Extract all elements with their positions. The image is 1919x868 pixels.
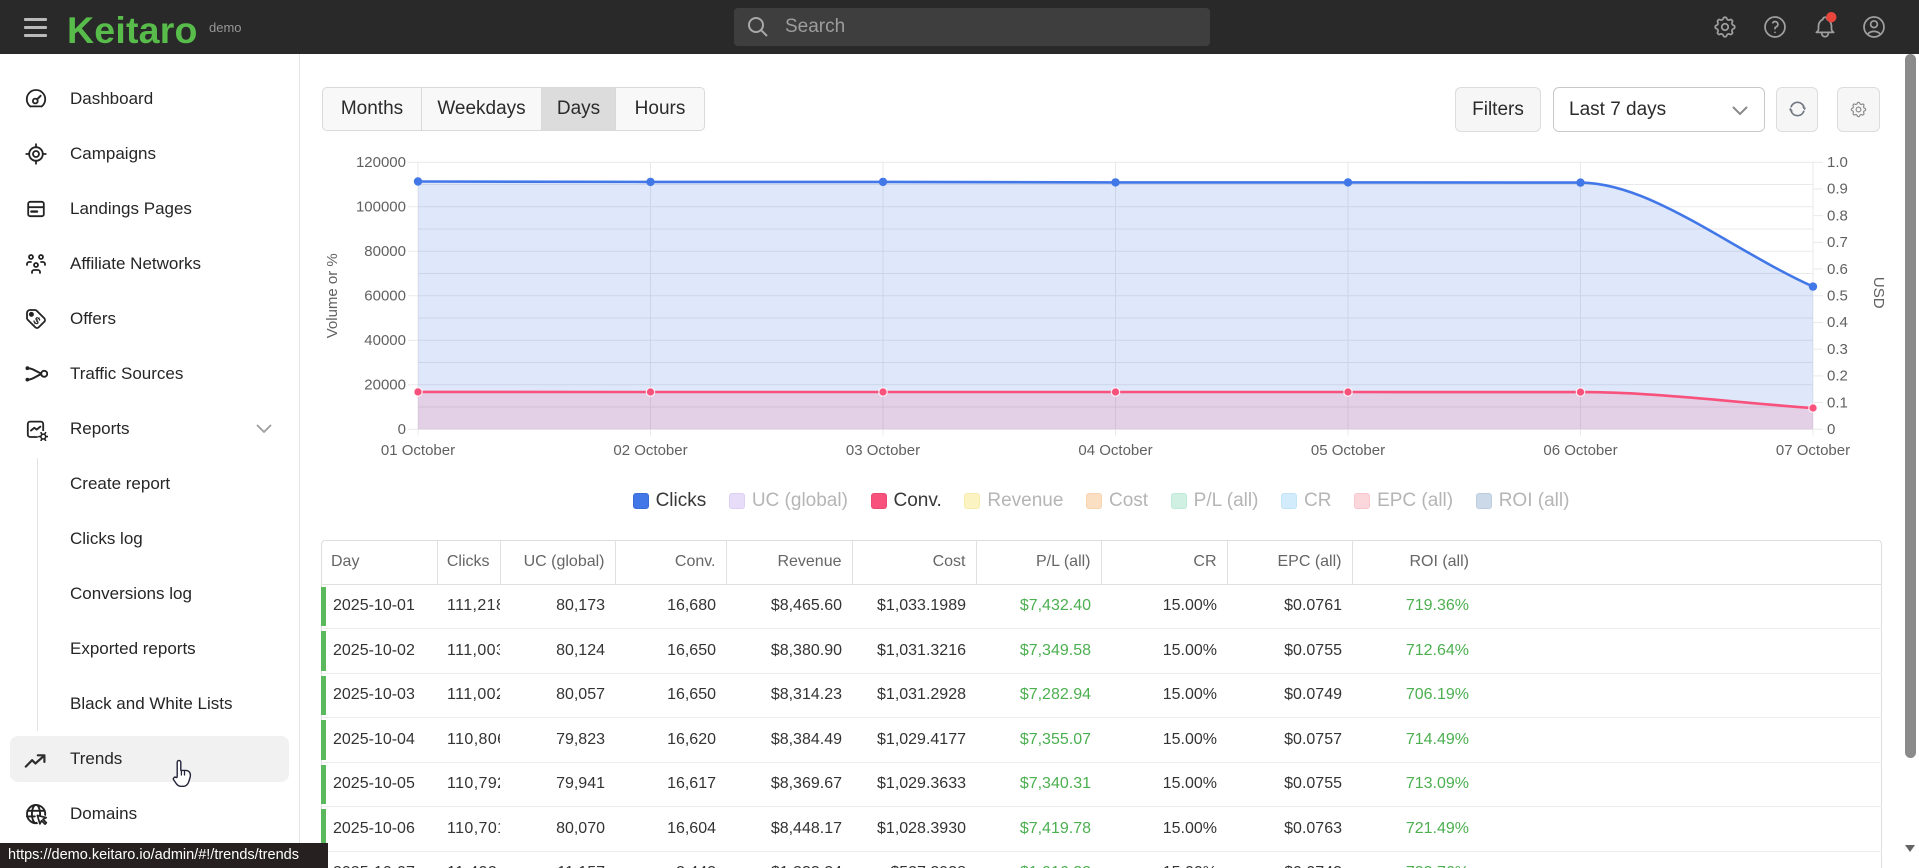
svg-text:0: 0	[1827, 421, 1835, 438]
svg-text:0.9: 0.9	[1827, 181, 1848, 198]
svg-text:80000: 80000	[364, 243, 406, 260]
svg-text:100000: 100000	[356, 199, 406, 216]
svg-text:0.1: 0.1	[1827, 394, 1848, 411]
svg-text:0.8: 0.8	[1827, 207, 1848, 224]
svg-text:03 October: 03 October	[846, 442, 920, 459]
svg-text:40000: 40000	[364, 332, 406, 349]
svg-text:0: 0	[398, 421, 406, 438]
svg-text:06 October: 06 October	[1543, 442, 1617, 459]
svg-text:USD: USD	[1870, 277, 1887, 309]
svg-text:0.4: 0.4	[1827, 314, 1848, 331]
svg-text:0.2: 0.2	[1827, 368, 1848, 385]
svg-text:$: $	[31, 314, 43, 327]
svg-text:Volume or %: Volume or %	[324, 253, 341, 338]
svg-text:1.0: 1.0	[1827, 154, 1848, 171]
svg-text:01 October: 01 October	[381, 442, 455, 459]
svg-text:02 October: 02 October	[613, 442, 687, 459]
svg-text:20000: 20000	[364, 377, 406, 394]
svg-text:07 October: 07 October	[1776, 442, 1850, 459]
svg-text:05 October: 05 October	[1311, 442, 1385, 459]
svg-text:0.5: 0.5	[1827, 288, 1848, 305]
svg-text:0.3: 0.3	[1827, 341, 1848, 358]
svg-text:04 October: 04 October	[1078, 442, 1152, 459]
svg-text:120000: 120000	[356, 154, 406, 171]
svg-text:0.6: 0.6	[1827, 261, 1848, 278]
svg-text:0.7: 0.7	[1827, 234, 1848, 251]
svg-text:60000: 60000	[364, 288, 406, 305]
